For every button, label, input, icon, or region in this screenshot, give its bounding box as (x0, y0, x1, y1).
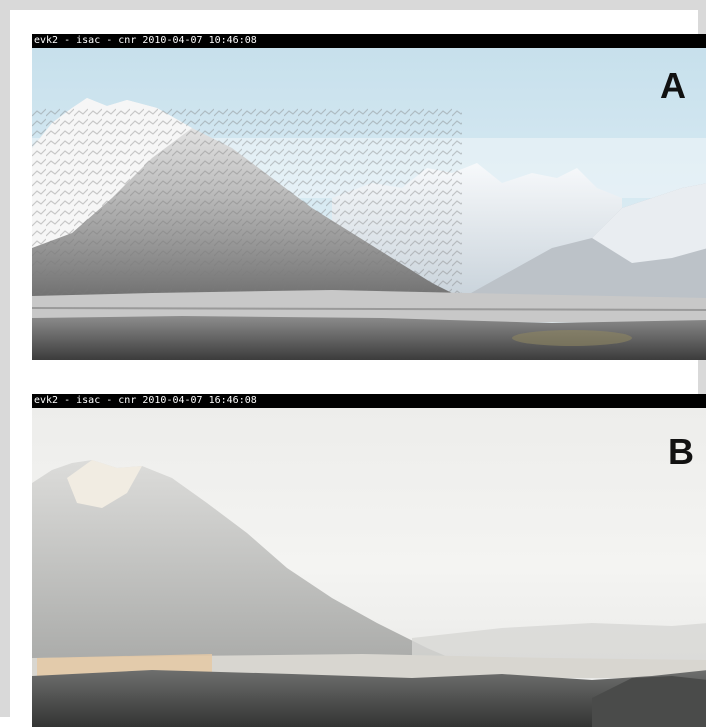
panel-label-b: B (668, 431, 694, 472)
mountain-photo-b (32, 408, 706, 727)
mountain-photo-b-drawing (32, 408, 706, 727)
webcam-timestamp-b: evk2 - isac - cnr 2010-04-07 16:46:08 (32, 394, 706, 408)
panel-label-a: A (660, 65, 686, 106)
webcam-timestamp-a: evk2 - isac - cnr 2010-04-07 10:46:08 (32, 34, 706, 48)
mountain-photo-a-drawing (32, 48, 706, 360)
mountain-photo-a (32, 48, 706, 360)
webcam-panel-a: evk2 - isac - cnr 2010-04-07 10:46:08 A (32, 34, 706, 360)
webcam-panel-b: evk2 - isac - cnr 2010-04-07 16:46:08 B (32, 394, 706, 727)
